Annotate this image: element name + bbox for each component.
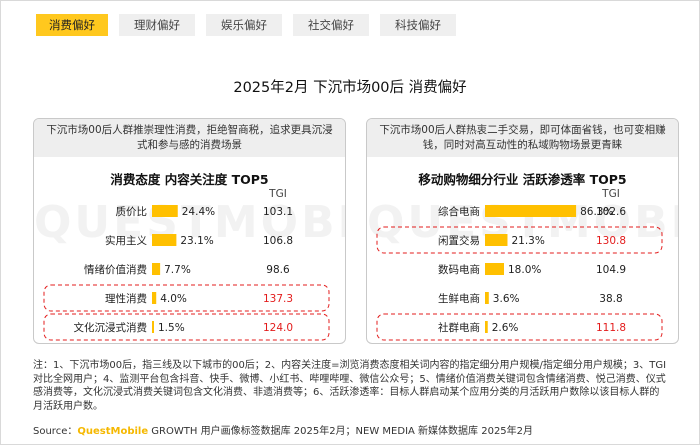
value-label: 23.1% (180, 235, 213, 247)
chart-title: 移动购物细分行业 活跃渗透率 TOP5 (418, 172, 627, 187)
bar (152, 234, 177, 246)
panel-consumption-attitude: 下沉市场00后人群推崇理性消费，拒绝智商税，追求更具沉浸式和参与感的消费场景 Q… (33, 118, 346, 344)
bar (485, 234, 508, 246)
panel-shopping-penetration: 下沉市场00后人群热衷二手交易，即可体面省钱，也可变相赚钱，同时对高互动性的私域… (366, 118, 679, 344)
value-label: 1.5% (158, 322, 185, 334)
footnotes: 注：1、下沉市场00后，指三线及以下城市的00后；2、内容关注度=浏览消费态度相… (33, 360, 667, 412)
highlight-box (376, 313, 663, 341)
bar (152, 263, 161, 275)
bar (485, 205, 577, 217)
category-label: 文化沉浸式消费 (74, 321, 148, 334)
category-label: 综合电商 (438, 205, 480, 218)
value-label: 21.3% (511, 235, 544, 247)
tab-tech[interactable]: 科技偏好 (380, 14, 456, 36)
bar (485, 321, 488, 333)
value-label: 4.0% (160, 293, 187, 305)
value-label: 86.3% (580, 206, 613, 218)
highlight-box (43, 313, 330, 341)
chart-shopping-penetration: TGI 综合电商 86.3%102.6 闲置交易 21.3% 130.8 数码电商 18.0%… (376, 188, 663, 341)
category-label: 质价比 (116, 205, 148, 218)
tab-bar: 消费偏好 理财偏好 娱乐偏好 社交偏好 科技偏好 (36, 14, 456, 36)
tgi-value: 104.9 (596, 264, 626, 276)
chart-title: 消费态度 内容关注度 TOP5 (110, 172, 269, 187)
tgi-value: 124.0 (263, 322, 293, 334)
panel-description: 下沉市场00后人群推崇理性消费，拒绝智商税，追求更具沉浸式和参与感的消费场景 (34, 119, 345, 157)
brand-logo-text: QuestMobile (77, 426, 149, 437)
bar (152, 205, 178, 217)
tab-entertainment[interactable]: 娱乐偏好 (206, 14, 282, 36)
tgi-header: TGI (601, 188, 620, 200)
value-label: 2.6% (492, 322, 519, 334)
category-label: 闲置交易 (438, 234, 480, 247)
tgi-value: 106.8 (263, 235, 293, 247)
category-label: 生鲜电商 (438, 292, 480, 305)
tab-finance[interactable]: 理财偏好 (119, 14, 195, 36)
bar (152, 292, 157, 304)
category-label: 数码电商 (438, 263, 480, 276)
value-label: 24.4% (182, 206, 215, 218)
tgi-value: 137.3 (263, 293, 293, 305)
highlight-box (43, 284, 330, 312)
bar (485, 263, 504, 275)
chart-consumption-attitude: TGI 质价比 24.4% 103.1 实用主义 23.1% 106.8 情绪价值消费 7.7%… (43, 188, 330, 341)
category-label: 实用主义 (105, 234, 147, 247)
tgi-value: 98.6 (266, 264, 290, 276)
value-label: 3.6% (493, 293, 520, 305)
panel-description: 下沉市场00后人群热衷二手交易，即可体面省钱，也可变相赚钱，同时对高互动性的私域… (367, 119, 678, 157)
page-title: 2025年2月 下沉市场00后 消费偏好 (233, 80, 467, 96)
bar (152, 321, 154, 333)
source-prefix: Source： (33, 426, 78, 437)
value-label: 7.7% (164, 264, 191, 276)
source-text: GROWTH 用户画像标签数据库 2025年2月；NEW MEDIA 新媒体数据… (148, 426, 534, 437)
tgi-header: TGI (268, 188, 287, 200)
tgi-value: 111.8 (596, 322, 626, 334)
tab-social[interactable]: 社交偏好 (293, 14, 369, 36)
bar (485, 292, 489, 304)
category-label: 情绪价值消费 (84, 263, 147, 276)
value-label: 18.0% (508, 264, 541, 276)
tgi-value: 102.6 (596, 206, 626, 218)
tgi-value: 38.8 (599, 293, 622, 305)
source-line: Source：QuestMobile GROWTH 用户画像标签数据库 2025… (33, 422, 533, 437)
category-label: 社群电商 (438, 321, 480, 334)
watermark: QUESTMOBILE (34, 197, 345, 248)
highlight-box (376, 226, 663, 254)
category-label: 理性消费 (105, 292, 147, 305)
tgi-value: 103.1 (263, 206, 293, 218)
tgi-value: 130.8 (596, 235, 626, 247)
tab-consumption[interactable]: 消费偏好 (36, 14, 108, 36)
